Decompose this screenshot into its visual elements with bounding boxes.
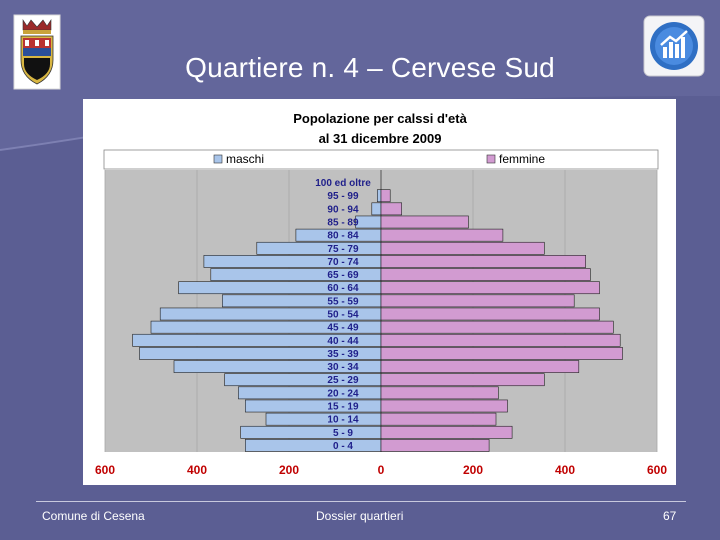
bar-maschi <box>240 425 382 439</box>
chart-title-line2: al 31 dicembre 2009 <box>319 131 442 146</box>
x-tick-label: 600 <box>647 463 667 477</box>
category-label: 90 - 94 <box>327 204 359 215</box>
x-tick-label: 200 <box>463 463 483 477</box>
bar-femmine <box>380 399 508 413</box>
bars <box>132 189 623 452</box>
category-label: 60 - 64 <box>327 283 359 294</box>
bar-femmine <box>380 202 403 216</box>
bar-femmine <box>380 307 600 321</box>
bar-maschi <box>371 202 382 216</box>
category-label: 5 - 9 <box>333 428 353 439</box>
bar-femmine <box>380 320 614 334</box>
category-label: 70 - 74 <box>327 257 359 268</box>
statistics-chart-icon <box>643 15 705 77</box>
category-label: 40 - 44 <box>327 336 359 347</box>
bar-maschi <box>238 386 382 400</box>
bar-maschi <box>245 399 382 413</box>
legend-swatch-maschi <box>213 154 223 164</box>
x-tick-label: 400 <box>555 463 575 477</box>
category-label: 55 - 59 <box>327 296 359 307</box>
legend-label-femmine: femmine <box>499 152 545 166</box>
bar-femmine <box>380 255 586 268</box>
population-pyramid-chart: Popolazione per calssi d'età al 31 dicem… <box>95 111 667 477</box>
bar-femmine <box>380 228 504 242</box>
bar-femmine <box>380 215 469 229</box>
category-label: 30 - 34 <box>327 362 359 373</box>
bar-femmine <box>380 439 490 452</box>
footer-document-title: Dossier quartieri <box>316 509 404 523</box>
x-tick-label: 400 <box>187 463 207 477</box>
legend-label-maschi: maschi <box>226 152 264 166</box>
category-label: 50 - 54 <box>327 310 359 321</box>
bar-femmine <box>380 412 497 426</box>
city-crest-icon <box>13 14 61 90</box>
bar-femmine <box>380 360 580 373</box>
x-tick-label: 200 <box>279 463 299 477</box>
footer-divider <box>36 501 686 502</box>
legend-box <box>103 149 659 170</box>
bar-femmine <box>380 241 545 255</box>
bar-femmine <box>380 386 499 400</box>
x-tick-label: 0 <box>378 463 385 477</box>
chart-panel: Popolazione per calssi d'età al 31 dicem… <box>83 99 676 485</box>
category-label: 20 - 24 <box>327 388 359 399</box>
footer-organization: Comune di Cesena <box>42 509 145 523</box>
bar-femmine <box>380 281 600 295</box>
category-label: 15 - 19 <box>327 402 359 413</box>
category-label: 95 - 99 <box>327 191 359 202</box>
category-label: 45 - 49 <box>327 323 359 334</box>
bar-femmine <box>380 294 575 308</box>
category-label: 100 ed oltre <box>315 178 371 189</box>
legend-swatch-femmine <box>486 154 496 164</box>
page-number: 67 <box>663 509 677 523</box>
category-label: 65 - 69 <box>327 270 359 281</box>
bar-femmine <box>380 268 591 281</box>
category-label: 0 - 4 <box>333 441 353 452</box>
slide-title: Quartiere n. 4 – Cervese Sud <box>185 52 555 83</box>
bar-femmine <box>380 373 545 387</box>
category-label: 35 - 39 <box>327 349 359 360</box>
x-axis-ticks: 600 400 200 0 200 400 600 <box>95 463 667 477</box>
category-label: 80 - 84 <box>327 231 359 242</box>
bar-maschi <box>256 241 382 255</box>
bar-femmine <box>380 189 391 203</box>
category-label: 25 - 29 <box>327 375 359 386</box>
category-label: 75 - 79 <box>327 244 359 255</box>
category-label: 10 - 14 <box>327 415 359 426</box>
bar-maschi <box>377 189 382 203</box>
bar-maschi <box>265 412 382 426</box>
category-label: 85 - 89 <box>327 218 359 229</box>
category-labels: 100 ed oltre 95 - 99 90 - 94 85 - 89 80 - 84… <box>315 178 371 452</box>
bar-femmine <box>380 347 623 360</box>
chart-title-line1: Popolazione per calssi d'età <box>293 111 467 126</box>
bar-maschi <box>245 439 382 452</box>
bar-maschi <box>355 215 382 229</box>
bar-femmine <box>380 425 513 439</box>
bar-femmine <box>380 333 621 347</box>
x-tick-label: 600 <box>95 463 115 477</box>
